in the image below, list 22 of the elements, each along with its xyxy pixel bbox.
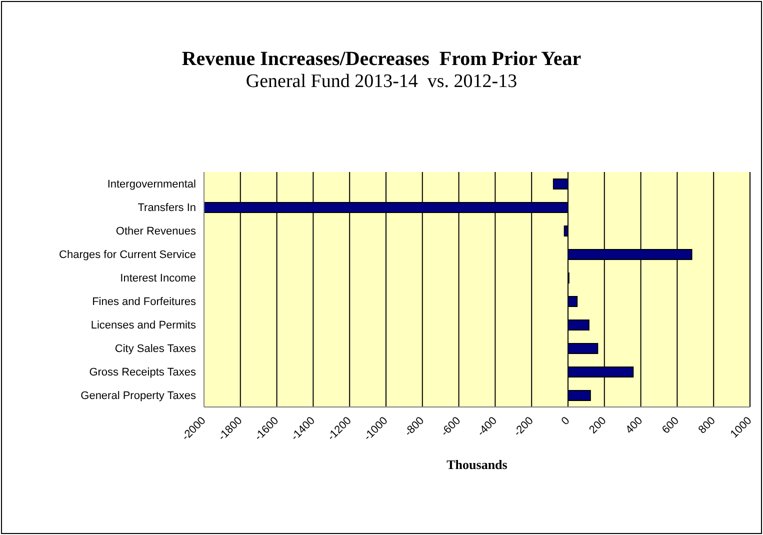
x-tick-label: 800: [696, 414, 718, 436]
x-tick-label: 200: [587, 414, 609, 436]
x-axis-title: Thousands: [446, 457, 508, 472]
chart-subtitle: General Fund 2013-14 vs. 2012-13: [244, 71, 518, 93]
x-tick-label: 600: [660, 414, 682, 436]
chart-title: Revenue Increases/Decreases From Prior Year: [180, 48, 582, 71]
y-tick-label: Charges for Current Service: [59, 249, 196, 262]
y-tick-label: General Property Taxes: [80, 390, 196, 402]
y-tick-label: Other Revenues: [116, 226, 196, 238]
y-tick-label: Licenses and Permits: [90, 320, 196, 332]
x-tick-label: 400: [624, 414, 646, 436]
y-tick-label: Intergovernmental: [107, 178, 196, 191]
x-tick-label: -400: [475, 414, 500, 439]
y-tick-label: City Sales Taxes: [114, 343, 196, 356]
x-tick-label: 0: [559, 414, 572, 428]
x-tick-label: -200: [512, 414, 536, 439]
y-tick-label: Gross Receipts Taxes: [89, 366, 196, 379]
y-tick-label: Fines and Forfeitures: [92, 296, 196, 308]
x-tick-label: -600: [438, 414, 464, 439]
y-tick-label: Interest Income: [120, 272, 196, 285]
x-tick-label: -800: [402, 414, 427, 439]
y-tick-label: Transfers In: [138, 202, 196, 214]
